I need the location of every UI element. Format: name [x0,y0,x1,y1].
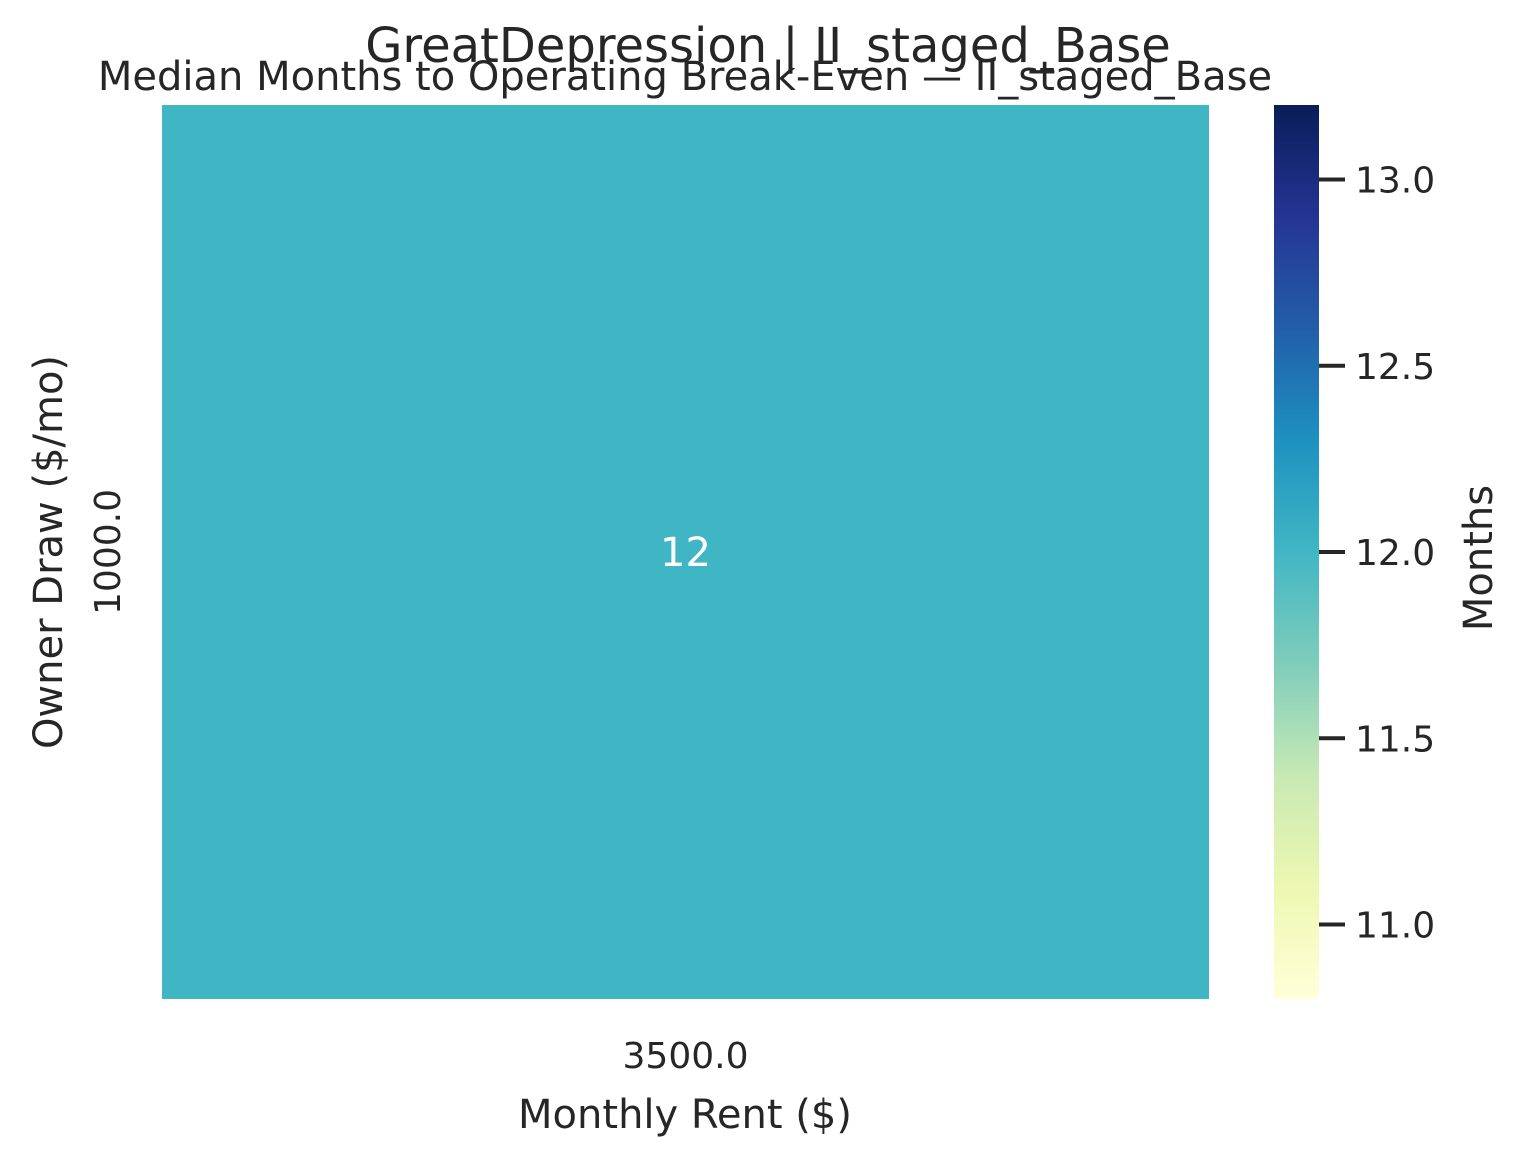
cell-annotation: 12 [660,530,711,576]
y-tick-label: 1000.0 [88,489,129,615]
colorbar-tick-label: 11.5 [1355,719,1435,760]
colorbar-tick-label: 11.0 [1355,906,1435,947]
colorbar-tick-label: 12.5 [1355,347,1435,388]
colorbar-ticks: 11.0 11.5 12.0 12.5 13.0 [1319,161,1435,947]
x-axis-label: Monthly Rent ($) [518,1092,852,1138]
figure-suptitle: GreatDepression | II_staged_Base [365,18,1171,74]
heatmap-cell [162,105,1209,999]
y-axis-label: Owner Draw ($/mo) [26,355,72,749]
cell-annotations: 12 [660,530,711,576]
x-tick-label: 3500.0 [623,1036,749,1077]
heatmap-cells [162,105,1209,999]
y-tick-labels: 1000.0 [88,489,129,615]
colorbar-tick-label: 13.0 [1355,161,1435,202]
colorbar-tick-label: 12.0 [1355,533,1435,574]
x-tick-labels: 3500.0 [623,1036,749,1077]
colorbar [1274,105,1319,999]
colorbar-label: Months [1456,485,1502,631]
chart-title: Median Months to Operating Break-Even — … [98,54,1272,100]
